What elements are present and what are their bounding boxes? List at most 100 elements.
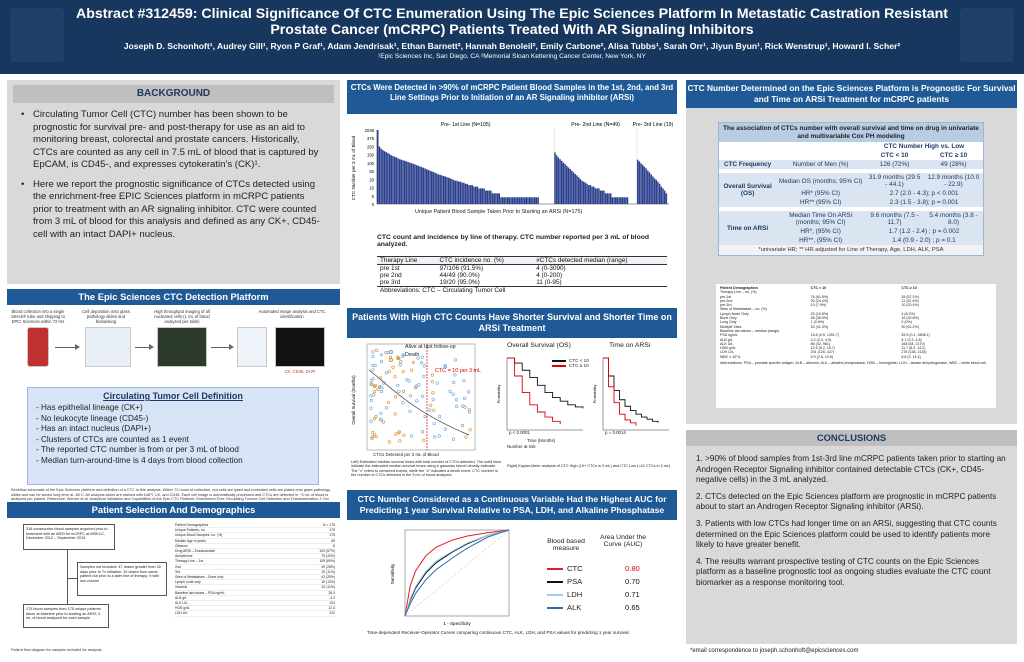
scatter-point [413,386,418,390]
km-ylabel: Probability [497,385,501,404]
ctc-bar [414,164,416,204]
freq-high: 49 (28%) [924,160,983,170]
scatter-point [379,353,384,357]
ctc-bar [611,197,614,204]
ctc-bar [525,197,528,204]
ctc-bar [422,167,425,204]
definition-item: The reported CTC number is from or per 3… [36,445,310,456]
scatter-point [430,373,435,377]
scatter-point [401,370,405,374]
stain-labels: CK, CD45, DAPI [284,369,316,374]
scatter-point [393,412,397,416]
demographic-row: LDH U/L 222 [175,611,335,617]
roc-plot: Sensitivity 1 - Specificity [390,529,510,626]
cox-title: The association of CTCs number with over… [719,123,983,143]
slides-icon [85,327,131,367]
ctc-bar [638,161,641,204]
ctc-bar [569,168,571,204]
scatter-point [408,409,412,413]
segment-label: Pre- 3rd Line (19) [633,122,674,128]
y-tick-label: 375 [367,136,375,141]
demographic-cell: 18 (10%) [321,580,335,585]
cox-table: The association of CTCs number with over… [718,122,984,257]
demographic-cell: 49 (28%) [321,564,335,569]
ctc-demographic-cell: 25 (19.8%) [810,311,829,316]
ctc-bar [665,193,668,204]
scatter-point [379,359,384,364]
ctc-demographic-cell: 201 (126, 427) [810,350,835,355]
demographic-row: Gleason 8 [175,544,335,550]
scatter-point [420,394,425,398]
arsi-metric: Median Time On ARSi (months; 95% CI) [776,211,866,228]
km-legend-high: CTC ≥ 10 [569,363,589,368]
ctc-bar [447,177,450,204]
y-tick-label: 150 [367,153,375,158]
demographic-row: HGB g/dL 12.3 [175,606,335,612]
scatter-ylabel: Overall Survival (months) [351,375,356,425]
ctc-bar [657,181,659,204]
ctc-bar [390,155,392,204]
ctc-bar [459,181,462,204]
auc-line-swatch [547,606,563,609]
demographic-cell: Sites of Metastases – Bone only [175,575,224,580]
demographic-cell: Lymph node only [175,580,201,585]
km-legend-low: CTC < 10 [569,358,589,363]
demographic-cell: 100 (57%) [319,549,335,554]
scatter-point [455,404,459,408]
ctc-bar [645,168,647,204]
km-xlabel: Time (Months) [527,438,556,443]
roc-xlabel: 1 - Specificity [443,621,471,626]
scatter-point [452,380,456,384]
ctc-demographic-cell: 1 (0.8%) [810,320,825,325]
ctc-bar [564,164,566,204]
demographic-cell: Therapy Line – 1st [175,559,204,564]
scatter-point [429,403,433,407]
conclusion-item: 3. Patients with low CTCs had longer tim… [696,518,997,550]
p-value-arsi: p = 0.0014 [605,430,626,435]
ctc-bar [623,197,625,204]
scatter-point [453,373,457,377]
y-tick-label: 0 [372,202,375,207]
ctc-bar [409,162,411,204]
km-curve [603,357,637,426]
auc-heading: CTC Number Considered as a Continuous Va… [347,490,677,520]
workflow-arrow [211,347,231,348]
ctc-bar [493,193,495,204]
segment-label: Pre- 1st Line (N=105) [441,122,491,128]
scatter-point [387,370,391,374]
flow-connector [67,550,68,604]
ctc-bar [471,185,474,204]
demographic-cell: 3rd [175,569,180,574]
survival-heading: Patients With High CTC Counts Have Short… [347,308,677,338]
scatter-point [462,396,467,400]
blood-tube-icon [27,327,49,367]
freq-metric: Number of Men (%) [776,160,866,170]
demographic-cell: Median Age in years [175,538,206,543]
ctc-bar [451,179,453,204]
scanner-icon [157,327,207,367]
author-list: Joseph D. Schonhoft¹, Audrey Gill¹, Ryon… [123,41,901,51]
ctc-bar [530,197,533,204]
scatter-point [369,419,373,423]
os-hr: 2.7 (2.0 - 4.3); p < 0.001 [865,189,983,199]
workflow-arrow [55,347,77,348]
demographic-cell: Unique Blood Samples, no. (%) [175,533,223,538]
ctc-bar [474,186,477,204]
scatter-point [372,390,376,394]
demographic-cell: 28.3 [328,590,335,595]
scatter-point [420,355,424,359]
ctc-bar [555,155,558,204]
ctc-bar [458,181,460,204]
scatter-point [384,371,388,375]
ctc-bar [506,197,509,204]
ctc-demographic-cell: ALB g/L [720,337,733,342]
ctc-definition-box: Circulating Tumor Cell Definition Has ep… [27,387,319,485]
ctc-bar [598,188,600,204]
ctc-bar [589,185,592,204]
demographic-row: ALB g/L 4.2 [175,596,335,602]
ctc-demographic-cell: Patient Demographics [720,286,758,290]
ctc-bar [593,186,595,204]
ctc-bar [609,193,612,204]
mskcc-logo [10,8,64,62]
ctc-bar [604,193,607,204]
